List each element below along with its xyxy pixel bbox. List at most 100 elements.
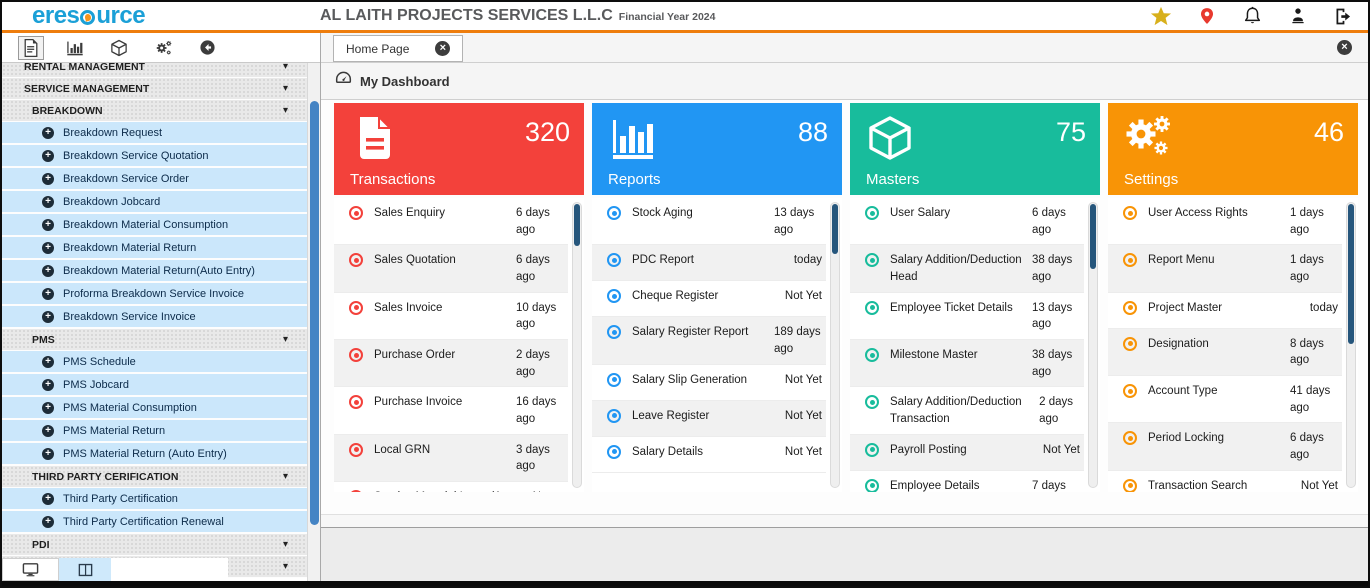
back-circle-icon[interactable]: [194, 36, 220, 60]
item-timestamp: Not Yet: [784, 290, 822, 303]
desktop-view-button[interactable]: [2, 558, 59, 581]
sidebar-item[interactable]: Breakdown Service Invoice: [2, 306, 320, 329]
settings-gear-icon[interactable]: [150, 36, 176, 60]
card-count: 320: [524, 117, 570, 147]
card-list-item[interactable]: Period Locking 6 days ago: [1108, 423, 1342, 471]
card-list-item[interactable]: Report Menu 1 days ago: [1108, 245, 1342, 293]
sidebar-section-header[interactable]: PMS ▾: [2, 329, 320, 351]
card-list-item[interactable]: Project Master today: [1108, 292, 1342, 329]
card-list-item[interactable]: Salary Details Not Yet: [592, 436, 826, 473]
card-header[interactable]: 88 Reports: [592, 103, 842, 195]
item-timestamp: 41 days ago: [1290, 385, 1331, 414]
card-list-item[interactable]: Transaction Search Not Yet: [1108, 470, 1342, 492]
item-label: Sales Enquiry: [374, 207, 445, 219]
card-header[interactable]: 75 Masters: [850, 103, 1100, 195]
breadcrumb: My Dashboard: [321, 63, 1368, 100]
sidebar-section-header[interactable]: RENTAL MANAGEMENT ▾: [2, 63, 320, 78]
sidebar-section-header[interactable]: THIRD PARTY CERIFICATION ▾: [2, 466, 320, 488]
card-list-item[interactable]: Cheque Register Not Yet: [592, 281, 826, 318]
sidebar-toolbar: [2, 33, 320, 63]
card-scrollbar[interactable]: [572, 202, 582, 488]
item-label: Payroll Posting: [890, 443, 967, 456]
card-list-item[interactable]: Leave Register Not Yet: [592, 400, 826, 437]
card-list-item[interactable]: Service Material Issue (Auto Entry) Not …: [334, 482, 568, 492]
card-list-item[interactable]: Stock Aging 13 days ago: [592, 198, 826, 246]
sidebar-item[interactable]: Breakdown Material Return(Auto Entry): [2, 260, 320, 283]
card-list-item[interactable]: Milestone Master 38 days ago: [850, 340, 1084, 388]
sidebar-section-header[interactable]: SERVICE MANAGEMENT ▾: [2, 78, 320, 100]
reports-chart-icon[interactable]: [62, 36, 88, 60]
transactions-doc-icon[interactable]: [18, 35, 44, 60]
sidebar-scrollbar[interactable]: [307, 63, 320, 581]
card-scrollbar[interactable]: [1088, 202, 1098, 488]
sidebar-item[interactable]: Third Party Certification: [2, 488, 320, 511]
sidebar-section-header[interactable]: PDI ▾: [2, 534, 320, 556]
card-list-item[interactable]: Sales Quotation 6 days ago: [334, 245, 568, 293]
sidebar-item[interactable]: Breakdown Request: [2, 122, 320, 145]
card-scrollbar[interactable]: [1346, 202, 1356, 488]
sidebar-item[interactable]: PMS Material Consumption: [2, 397, 320, 420]
sidebar-item[interactable]: PMS Material Return (Auto Entry): [2, 443, 320, 466]
sidebar-scrollbar-thumb[interactable]: [310, 101, 319, 525]
masters-cube-icon[interactable]: [106, 36, 132, 60]
card-list-item[interactable]: Payroll Posting Not Yet: [850, 434, 1084, 471]
eresource-logo[interactable]: eres urce: [2, 4, 320, 28]
horizontal-scroll-strip[interactable]: [321, 515, 1368, 528]
card-scrollbar[interactable]: [830, 202, 840, 488]
user-icon[interactable]: [1289, 5, 1307, 27]
item-label: Designation: [1148, 337, 1209, 350]
notifications-bell-icon[interactable]: [1242, 5, 1263, 27]
sidebar-item[interactable]: Proforma Breakdown Service Invoice: [2, 283, 320, 306]
card-list-item[interactable]: Local GRN 3 days ago: [334, 434, 568, 483]
sidebar-item[interactable]: Breakdown Material Consumption: [2, 214, 320, 237]
tab-close-icon[interactable]: ×: [435, 41, 451, 56]
card-list-item[interactable]: User Salary 6 days ago: [850, 198, 1084, 246]
sidebar-item[interactable]: Third Party Certification Renewal: [2, 511, 320, 534]
close-all-tabs-icon[interactable]: ×: [1337, 40, 1352, 55]
dashboard: 320 Transactions Sales Enquiry 6 days ag: [321, 100, 1368, 515]
tab-home-page[interactable]: Home Page ×: [333, 35, 464, 62]
card-list-item[interactable]: Purchase Order 2 days ago: [334, 340, 568, 388]
sidebar-item[interactable]: Breakdown Service Order: [2, 168, 320, 191]
sidebar-section-header[interactable]: BREAKDOWN ▾: [2, 100, 320, 122]
item-timestamp: Not Yet: [784, 409, 822, 422]
sidebar-item[interactable]: PMS Jobcard: [2, 374, 320, 397]
card-list-item[interactable]: PDC Report today: [592, 245, 826, 282]
card-list-item[interactable]: Employee Ticket Details 13 days ago: [850, 292, 1084, 341]
location-pin-icon[interactable]: [1198, 5, 1216, 27]
sidebar-item-label: Breakdown Material Consumption: [63, 218, 229, 231]
card-list-item[interactable]: Sales Invoice 10 days ago: [334, 292, 568, 341]
card-list-item[interactable]: Sales Enquiry 6 days ago: [334, 198, 568, 246]
card-list-item[interactable]: Designation 8 days ago: [1108, 328, 1342, 377]
card-list-item[interactable]: Salary Register Report 189 days ago: [592, 317, 826, 365]
card-header[interactable]: 46 Settings: [1108, 103, 1358, 195]
bullseye-icon: [1123, 253, 1137, 268]
sidebar-item[interactable]: PMS Material Return: [2, 420, 320, 443]
split-view-button[interactable]: [59, 558, 111, 581]
card-header[interactable]: 320 Transactions: [334, 103, 584, 195]
sidebar-item[interactable]: Breakdown Service Quotation: [2, 145, 320, 168]
caret-down-icon: ▾: [282, 105, 288, 116]
card-list-item[interactable]: Salary Addition/Deduction Transaction 2 …: [850, 387, 1084, 435]
sidebar-item[interactable]: Breakdown Jobcard: [2, 191, 320, 214]
card-list-item[interactable]: Account Type 41 days ago: [1108, 376, 1342, 424]
bullseye-icon: [1123, 478, 1137, 492]
card-scrollbar-thumb[interactable]: [574, 204, 580, 246]
card-list-item[interactable]: Employee Details 7 days ago: [850, 470, 1084, 492]
card-list-item[interactable]: Salary Addition/Deduction Head 38 days a…: [850, 245, 1084, 293]
sidebar-item[interactable]: Breakdown Material Return: [2, 237, 320, 260]
settings-gears-icon: [1124, 114, 1172, 162]
card-list-item[interactable]: User Access Rights 1 days ago: [1108, 198, 1342, 246]
sidebar-item-label: Breakdown Request: [63, 126, 163, 139]
page-title: My Dashboard: [360, 73, 450, 89]
card-list-item[interactable]: Salary Slip Generation Not Yet: [592, 364, 826, 401]
card-scrollbar-thumb[interactable]: [1348, 204, 1354, 344]
favorites-star-icon[interactable]: [1150, 5, 1172, 27]
top-header: eres urce AL LAITH PROJECTS SERVICES L.L.…: [2, 2, 1368, 33]
item-label: Cheque Register: [632, 290, 719, 303]
card-scrollbar-thumb[interactable]: [832, 204, 838, 254]
card-scrollbar-thumb[interactable]: [1090, 204, 1096, 269]
logout-icon[interactable]: [1333, 6, 1354, 27]
sidebar-item[interactable]: PMS Schedule: [2, 351, 320, 374]
card-list-item[interactable]: Purchase Invoice 16 days ago: [334, 387, 568, 435]
